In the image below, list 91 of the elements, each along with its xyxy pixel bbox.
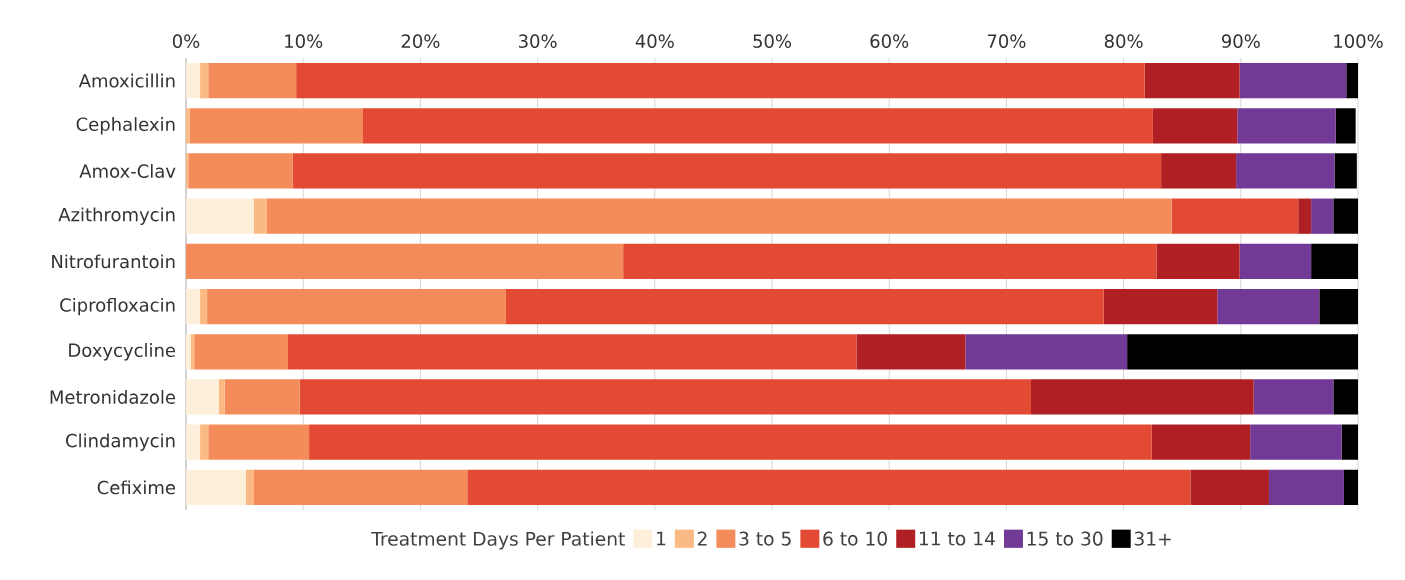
x-tick-label: 60% <box>870 34 909 48</box>
bar <box>856 334 966 370</box>
bar <box>186 469 246 506</box>
x-tick-label: 90% <box>1221 34 1260 48</box>
bar <box>287 334 857 370</box>
bar <box>186 62 201 99</box>
bar <box>189 108 363 144</box>
x-tick-label: 40% <box>635 34 674 48</box>
bar <box>188 153 293 189</box>
legend-label: 1 <box>657 531 666 546</box>
bar <box>1319 288 1359 325</box>
bar <box>1250 424 1342 460</box>
bar <box>1127 334 1359 370</box>
bar <box>623 243 1157 280</box>
bar <box>245 469 254 506</box>
y-tick-label: Doxycycline <box>69 343 176 361</box>
bar <box>1237 108 1336 144</box>
bar <box>1334 153 1357 189</box>
bar <box>200 288 208 325</box>
bar <box>224 379 300 415</box>
bar <box>1152 108 1238 144</box>
y-tick-label: Amoxicillin <box>78 73 175 88</box>
bar <box>505 288 1104 325</box>
bar <box>1144 62 1240 99</box>
bar <box>1171 198 1299 234</box>
bar <box>1333 198 1359 234</box>
bar <box>1236 153 1335 189</box>
bar <box>1151 424 1251 460</box>
bar <box>1031 379 1254 415</box>
bar <box>1335 108 1356 144</box>
legend-label: 11 to 14 <box>919 531 995 546</box>
y-tick-label: Ciprofloxacin <box>60 297 175 316</box>
bar <box>296 62 1145 99</box>
legend-title: Treatment Days Per Patient <box>371 531 625 550</box>
bar <box>1343 469 1359 506</box>
bar <box>200 424 209 460</box>
x-tick-label: 30% <box>518 34 557 48</box>
bar <box>1346 62 1359 99</box>
y-tick-label: Cefixime <box>97 480 176 495</box>
bar <box>1298 198 1312 234</box>
bar <box>253 469 468 506</box>
bar <box>1341 424 1359 460</box>
bar <box>1156 243 1240 280</box>
bar <box>299 379 1032 415</box>
bar <box>194 334 288 370</box>
bar <box>1333 379 1359 415</box>
bar <box>253 198 267 234</box>
bar <box>186 424 201 460</box>
bar <box>218 379 225 415</box>
bar <box>309 424 1152 460</box>
bar <box>1239 62 1347 99</box>
bar <box>208 62 297 99</box>
bar <box>1217 288 1320 325</box>
bar <box>292 153 1162 189</box>
x-tick-label: 70% <box>987 34 1026 48</box>
bar <box>1268 469 1344 506</box>
x-tick-label: 50% <box>753 34 792 48</box>
bar <box>207 288 506 325</box>
y-tick-label: Metronidazole <box>50 390 176 404</box>
y-tick-label: Azithromycin <box>58 207 175 225</box>
y-tick-label: Cephalexin <box>76 117 175 135</box>
bar <box>1190 469 1269 506</box>
x-tick-label: 20% <box>401 34 440 48</box>
legend-label: 2 <box>697 531 707 546</box>
legend-label: 6 to 10 <box>823 531 887 546</box>
bar <box>186 198 254 234</box>
bar <box>1253 379 1334 415</box>
x-tick-label: 0% <box>172 34 200 48</box>
bar <box>1103 288 1218 325</box>
bar <box>266 198 1172 234</box>
bar <box>1311 198 1334 234</box>
bar <box>186 379 219 415</box>
x-tick-label: 100% <box>1334 34 1383 48</box>
bar <box>200 62 209 99</box>
bar <box>965 334 1128 370</box>
legend-label: 31+ <box>1134 531 1171 546</box>
x-tick-label: 80% <box>1104 34 1143 48</box>
legend-label: 3 to 5 <box>739 531 791 546</box>
bar <box>362 108 1153 144</box>
bar <box>186 243 624 280</box>
y-tick-label: Amox-Clav <box>79 164 176 178</box>
x-tick-label: 10% <box>285 34 323 48</box>
bar <box>1161 153 1237 189</box>
y-tick-label: Nitrofurantoin <box>52 254 175 269</box>
y-tick-label: Clindamycin <box>66 433 175 451</box>
bar <box>467 469 1191 506</box>
bar <box>1239 243 1312 280</box>
bar <box>186 288 201 325</box>
bar <box>1311 243 1359 280</box>
legend-label: 15 to 30 <box>1027 531 1103 546</box>
bar <box>208 424 310 460</box>
